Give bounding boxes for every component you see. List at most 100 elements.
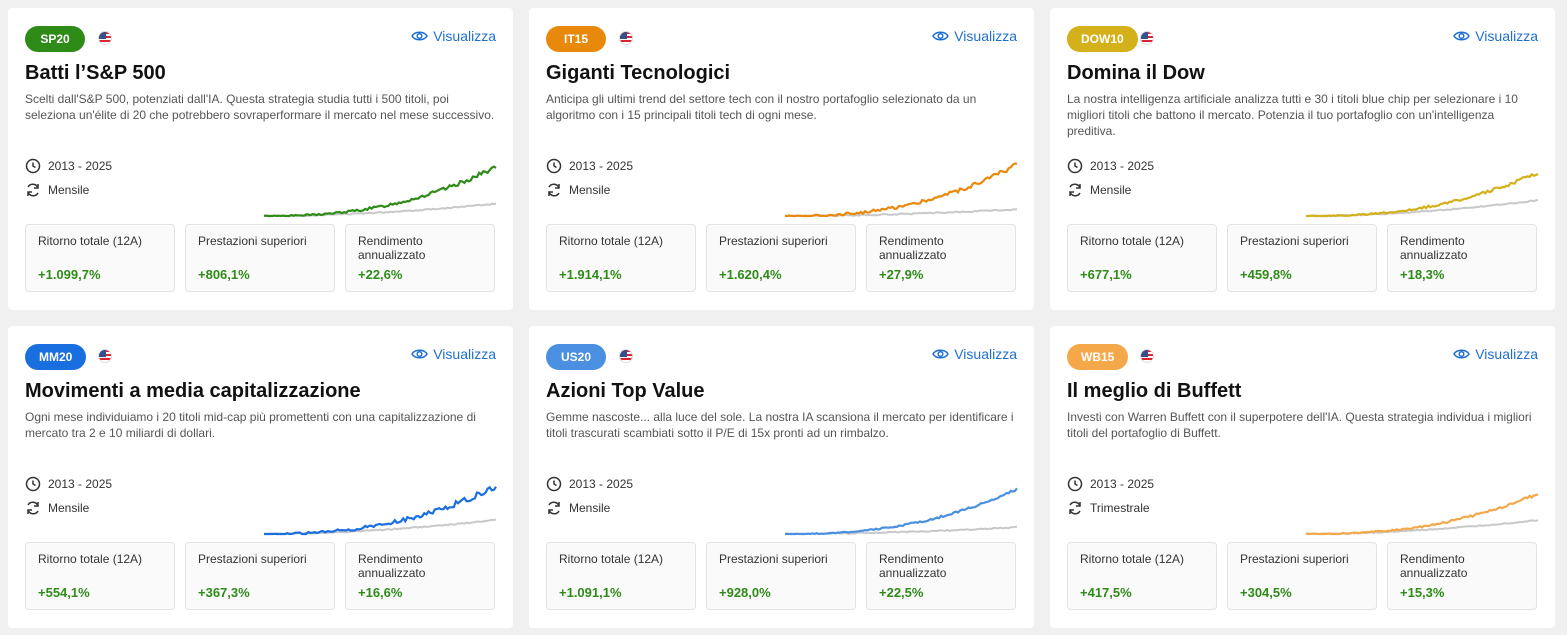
stat-outperformance: Prestazioni superiori +459,8%	[1227, 224, 1377, 292]
performance-chart	[263, 165, 497, 218]
strategy-card-it15[interactable]: IT15 Visualizza Giganti Tecnologici Anti…	[529, 8, 1034, 310]
frequency-text: Mensile	[569, 183, 611, 197]
view-button[interactable]: Visualizza	[1453, 346, 1538, 362]
stat-outperformance: Prestazioni superiori +304,5%	[1227, 542, 1377, 610]
frequency-row: Mensile	[25, 500, 89, 516]
stat-outperformance: Prestazioni superiori +928,0%	[706, 542, 856, 610]
stat-label: Ritorno totale (12A)	[559, 234, 664, 248]
frequency-text: Mensile	[569, 501, 611, 515]
refresh-icon	[548, 183, 560, 197]
view-label: Visualizza	[433, 346, 496, 362]
clock-icon	[25, 476, 41, 492]
period-text: 2013 - 2025	[48, 477, 113, 491]
frequency-text: Mensile	[48, 183, 90, 197]
strategy-card-us20[interactable]: US20 Visualizza Azioni Top Value Gemme n…	[529, 326, 1034, 628]
stat-annualized-return: Rendimento annualizzato +22,5%	[866, 542, 1016, 610]
view-label: Visualizza	[954, 28, 1017, 44]
stat-value: +459,8%	[1240, 267, 1292, 282]
strategy-description: Scelti dall'S&P 500, potenziati dall'IA.…	[25, 92, 495, 122]
stat-label: Ritorno totale (12A)	[559, 552, 664, 566]
strategy-card-mm20[interactable]: MM20 Visualizza Movimenti a media capita…	[8, 326, 513, 628]
refresh-icon	[1069, 183, 1081, 197]
strategy-line	[1305, 493, 1539, 536]
stat-total-return: Ritorno totale (12A) +677,1%	[1067, 224, 1217, 292]
stat-total-return: Ritorno totale (12A) +1.091,1%	[546, 542, 696, 610]
strategy-card-sp20[interactable]: SP20 Visualizza Batti l’S&P 500 Scelti d…	[8, 8, 513, 310]
view-button[interactable]: Visualizza	[932, 28, 1017, 44]
stat-annualized-return: Rendimento annualizzato +27,9%	[866, 224, 1016, 292]
stat-value: +806,1%	[198, 267, 250, 282]
period-text: 2013 - 2025	[569, 477, 634, 491]
clock-icon	[1067, 476, 1083, 492]
period-row: 2013 - 2025	[1067, 158, 1154, 174]
stat-label: Rendimento annualizzato	[1400, 552, 1468, 580]
clock-icon	[546, 158, 562, 174]
refresh-icon	[548, 501, 560, 515]
stat-value: +417,5%	[1080, 585, 1132, 600]
strategy-line	[264, 485, 497, 536]
stat-value: +22,6%	[358, 267, 403, 282]
strategy-card-wb15[interactable]: WB15 Visualizza Il meglio di Buffett Inv…	[1050, 326, 1555, 628]
stat-label: Ritorno totale (12A)	[38, 552, 143, 566]
frequency-row: Trimestrale	[1067, 500, 1150, 516]
period-text: 2013 - 2025	[48, 159, 113, 173]
strategy-description: Ogni mese individuiamo i 20 titoli mid-c…	[25, 410, 476, 440]
refresh-icon	[27, 501, 39, 515]
us-flag-icon	[98, 31, 112, 45]
stat-outperformance: Prestazioni superiori +1.620,4%	[706, 224, 856, 292]
stat-label: Rendimento annualizzato	[358, 234, 426, 262]
strategy-description: Investi con Warren Buffett con il superp…	[1067, 410, 1532, 440]
stat-value: +18,3%	[1400, 267, 1445, 282]
us-flag-icon	[619, 349, 633, 363]
clock-icon	[546, 476, 562, 492]
eye-icon	[411, 349, 429, 359]
strategy-badge: SP20	[25, 26, 85, 52]
period-row: 2013 - 2025	[546, 476, 633, 492]
us-flag-icon	[98, 349, 112, 363]
strategy-badge: DOW10	[1067, 26, 1138, 52]
stat-label: Prestazioni superiori	[719, 234, 828, 248]
view-label: Visualizza	[1475, 346, 1538, 362]
stat-label: Rendimento annualizzato	[358, 552, 426, 580]
strategy-title: Batti l’S&P 500	[25, 62, 166, 84]
period-row: 2013 - 2025	[546, 158, 633, 174]
us-flag-icon	[1140, 349, 1154, 363]
stat-label: Ritorno totale (12A)	[1080, 234, 1185, 248]
period-text: 2013 - 2025	[1090, 159, 1155, 173]
view-button[interactable]: Visualizza	[411, 346, 496, 362]
stat-value: +367,3%	[198, 585, 250, 600]
view-button[interactable]: Visualizza	[411, 28, 496, 44]
strategy-line	[263, 165, 497, 218]
period-row: 2013 - 2025	[25, 158, 112, 174]
performance-chart	[263, 485, 497, 536]
view-label: Visualizza	[1475, 28, 1538, 44]
stat-outperformance: Prestazioni superiori +806,1%	[185, 224, 335, 292]
view-button[interactable]: Visualizza	[932, 346, 1017, 362]
strategy-card-dow10[interactable]: DOW10 Visualizza Domina il Dow La nostra…	[1050, 8, 1555, 310]
strategy-badge: MM20	[25, 344, 87, 370]
stat-label: Prestazioni superiori	[198, 234, 307, 248]
strategy-title: Domina il Dow	[1067, 62, 1205, 84]
frequency-row: Mensile	[546, 182, 610, 198]
stat-label: Prestazioni superiori	[1240, 234, 1349, 248]
stat-value: +1.099,7%	[38, 267, 101, 282]
stat-label: Rendimento annualizzato	[879, 552, 947, 580]
us-flag-icon	[1140, 31, 1154, 45]
view-button[interactable]: Visualizza	[1453, 28, 1538, 44]
strategy-title: Il meglio di Buffett	[1067, 380, 1242, 402]
eye-icon	[411, 31, 429, 41]
frequency-text: Trimestrale	[1090, 501, 1150, 515]
view-label: Visualizza	[954, 346, 1017, 362]
stat-value: +554,1%	[38, 585, 90, 600]
eye-icon	[1453, 31, 1471, 41]
frequency-text: Mensile	[48, 501, 90, 515]
frequency-row: Mensile	[25, 182, 89, 198]
strategy-title: Movimenti a media capitalizzazione	[25, 380, 361, 402]
strategy-line	[784, 162, 1018, 218]
strategy-title: Giganti Tecnologici	[546, 62, 731, 84]
stat-value: +1.914,1%	[559, 267, 622, 282]
performance-chart	[1305, 172, 1539, 218]
stat-label: Ritorno totale (12A)	[38, 234, 143, 248]
stat-annualized-return: Rendimento annualizzato +16,6%	[345, 542, 495, 610]
